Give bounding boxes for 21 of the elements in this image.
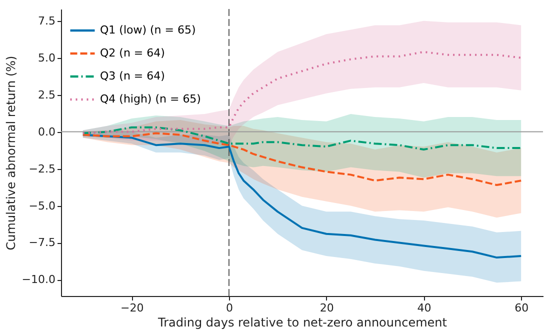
y-tick-label: 2.5 (38, 88, 56, 102)
x-tick-label: 40 (417, 302, 432, 314)
y-tick-label: −7.5 (28, 236, 56, 250)
legend-label: Q3 (n = 64) (100, 70, 165, 82)
x-axis-title: Trading days relative to net-zero announcement (157, 316, 448, 330)
y-tick-label: −10.0 (22, 273, 56, 286)
line-series (82, 126, 522, 151)
y-tick-label: 0.0 (38, 125, 56, 138)
x-tick-label: −20 (120, 302, 144, 314)
line-series (82, 132, 522, 186)
y-tick-label: 7.5 (38, 14, 56, 28)
x-tick-label: 20 (320, 302, 334, 314)
y-tick-label: −5.0 (28, 199, 56, 212)
legend-label: Q4 (high) (n = 65) (100, 92, 201, 106)
y-axis-title: Cumulative abnormal return (%) (4, 56, 18, 250)
x-tick-label: 60 (514, 302, 529, 314)
y-tick-label: −2.5 (28, 162, 56, 176)
y-tick-label: 5.0 (38, 51, 56, 64)
legend-label: Q1 (low) (n = 65) (100, 24, 196, 36)
legend-label: Q2 (n = 64) (100, 46, 165, 60)
x-tick-label: 0 (226, 302, 233, 314)
